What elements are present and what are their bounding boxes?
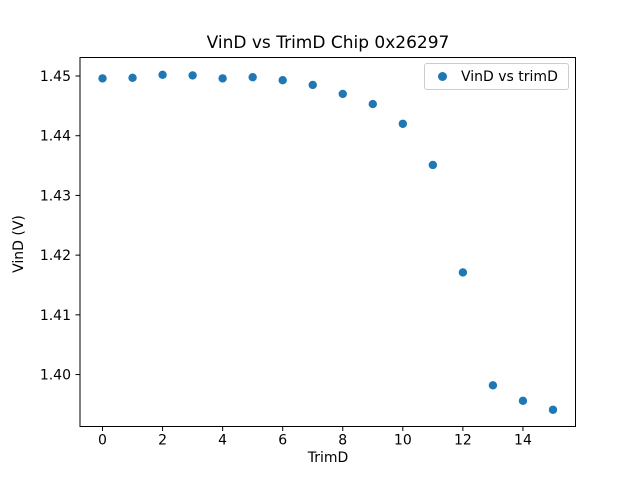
data-point [248, 73, 257, 82]
data-point [308, 80, 317, 90]
legend-marker-icon [438, 72, 447, 81]
y-tick-label: 1.41 [40, 308, 71, 324]
data-point [488, 381, 498, 390]
data-point [338, 89, 347, 99]
data-point [158, 70, 167, 80]
y-tick-label: 1.40 [40, 368, 71, 384]
data-point [518, 396, 528, 406]
x-tick-label: 14 [514, 433, 532, 449]
data-point [188, 71, 197, 80]
y-axis-label: VinD (V) [11, 215, 27, 273]
x-tick-label: 4 [218, 433, 227, 449]
x-axis-label: TrimD [307, 450, 349, 466]
y-tick-label: 1.43 [40, 188, 71, 204]
x-tick-label: 12 [454, 433, 472, 449]
data-point [428, 160, 438, 170]
x-tick-label: 0 [98, 433, 107, 449]
data-point [98, 74, 107, 83]
x-tick-label: 8 [338, 433, 347, 449]
x-tick-label: 10 [394, 433, 412, 449]
legend-box: VinD vs trimD [424, 63, 569, 90]
data-point [368, 99, 377, 109]
y-tick-label: 1.45 [40, 69, 71, 85]
x-tick-label: 6 [278, 433, 287, 449]
data-point [218, 74, 227, 83]
data-point [398, 119, 408, 128]
data-point [128, 73, 137, 83]
legend-label: VinD vs trimD [461, 68, 558, 85]
data-point [548, 405, 558, 414]
data-point [458, 268, 468, 277]
y-tick-label: 1.42 [40, 248, 71, 264]
y-tick-label: 1.44 [40, 129, 71, 145]
chart-title: VinD vs TrimD Chip 0x26297 [206, 33, 450, 53]
axes-frame [79, 57, 576, 427]
x-tick-label: 2 [158, 433, 167, 449]
data-point [278, 75, 287, 85]
